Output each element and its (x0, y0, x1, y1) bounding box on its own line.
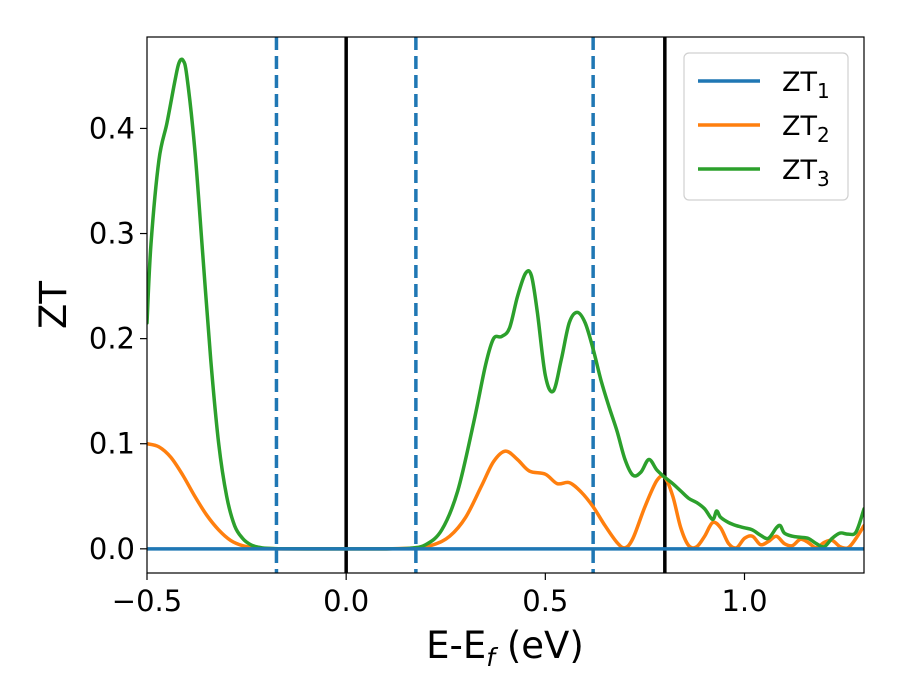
x-tick-label: 0.0 (323, 584, 369, 618)
legend-label-zt3: ZT3 (782, 155, 830, 191)
y-tick-label: 0.1 (89, 427, 135, 461)
x-tick-label: −0.5 (112, 584, 182, 618)
legend-box (683, 52, 849, 201)
y-tick-label: 0.3 (89, 217, 135, 251)
legend-label-zt1: ZT1 (782, 67, 830, 103)
x-tick-label: 0.5 (522, 584, 568, 618)
series-line-zt3 (147, 57, 864, 551)
y-axis-title: ZT (32, 281, 75, 329)
x-axis-title: E-Ef (eV) (426, 624, 584, 672)
reference-lines (274, 37, 667, 573)
legend: ZT1 ZT2 ZT3 (683, 52, 849, 201)
y-tick-label: 0.0 (89, 532, 135, 566)
x-tick-label: 1.0 (721, 584, 767, 618)
y-axis: 0.0 0.1 0.2 0.3 0.4 (89, 111, 147, 566)
plot-frame (146, 36, 865, 574)
y-tick-label: 0.4 (89, 111, 135, 145)
x-axis: −0.5 0.0 0.5 1.0 (112, 573, 768, 618)
series-lines (147, 57, 864, 551)
legend-label-zt2: ZT2 (782, 111, 830, 147)
y-tick-label: 0.2 (89, 322, 135, 356)
